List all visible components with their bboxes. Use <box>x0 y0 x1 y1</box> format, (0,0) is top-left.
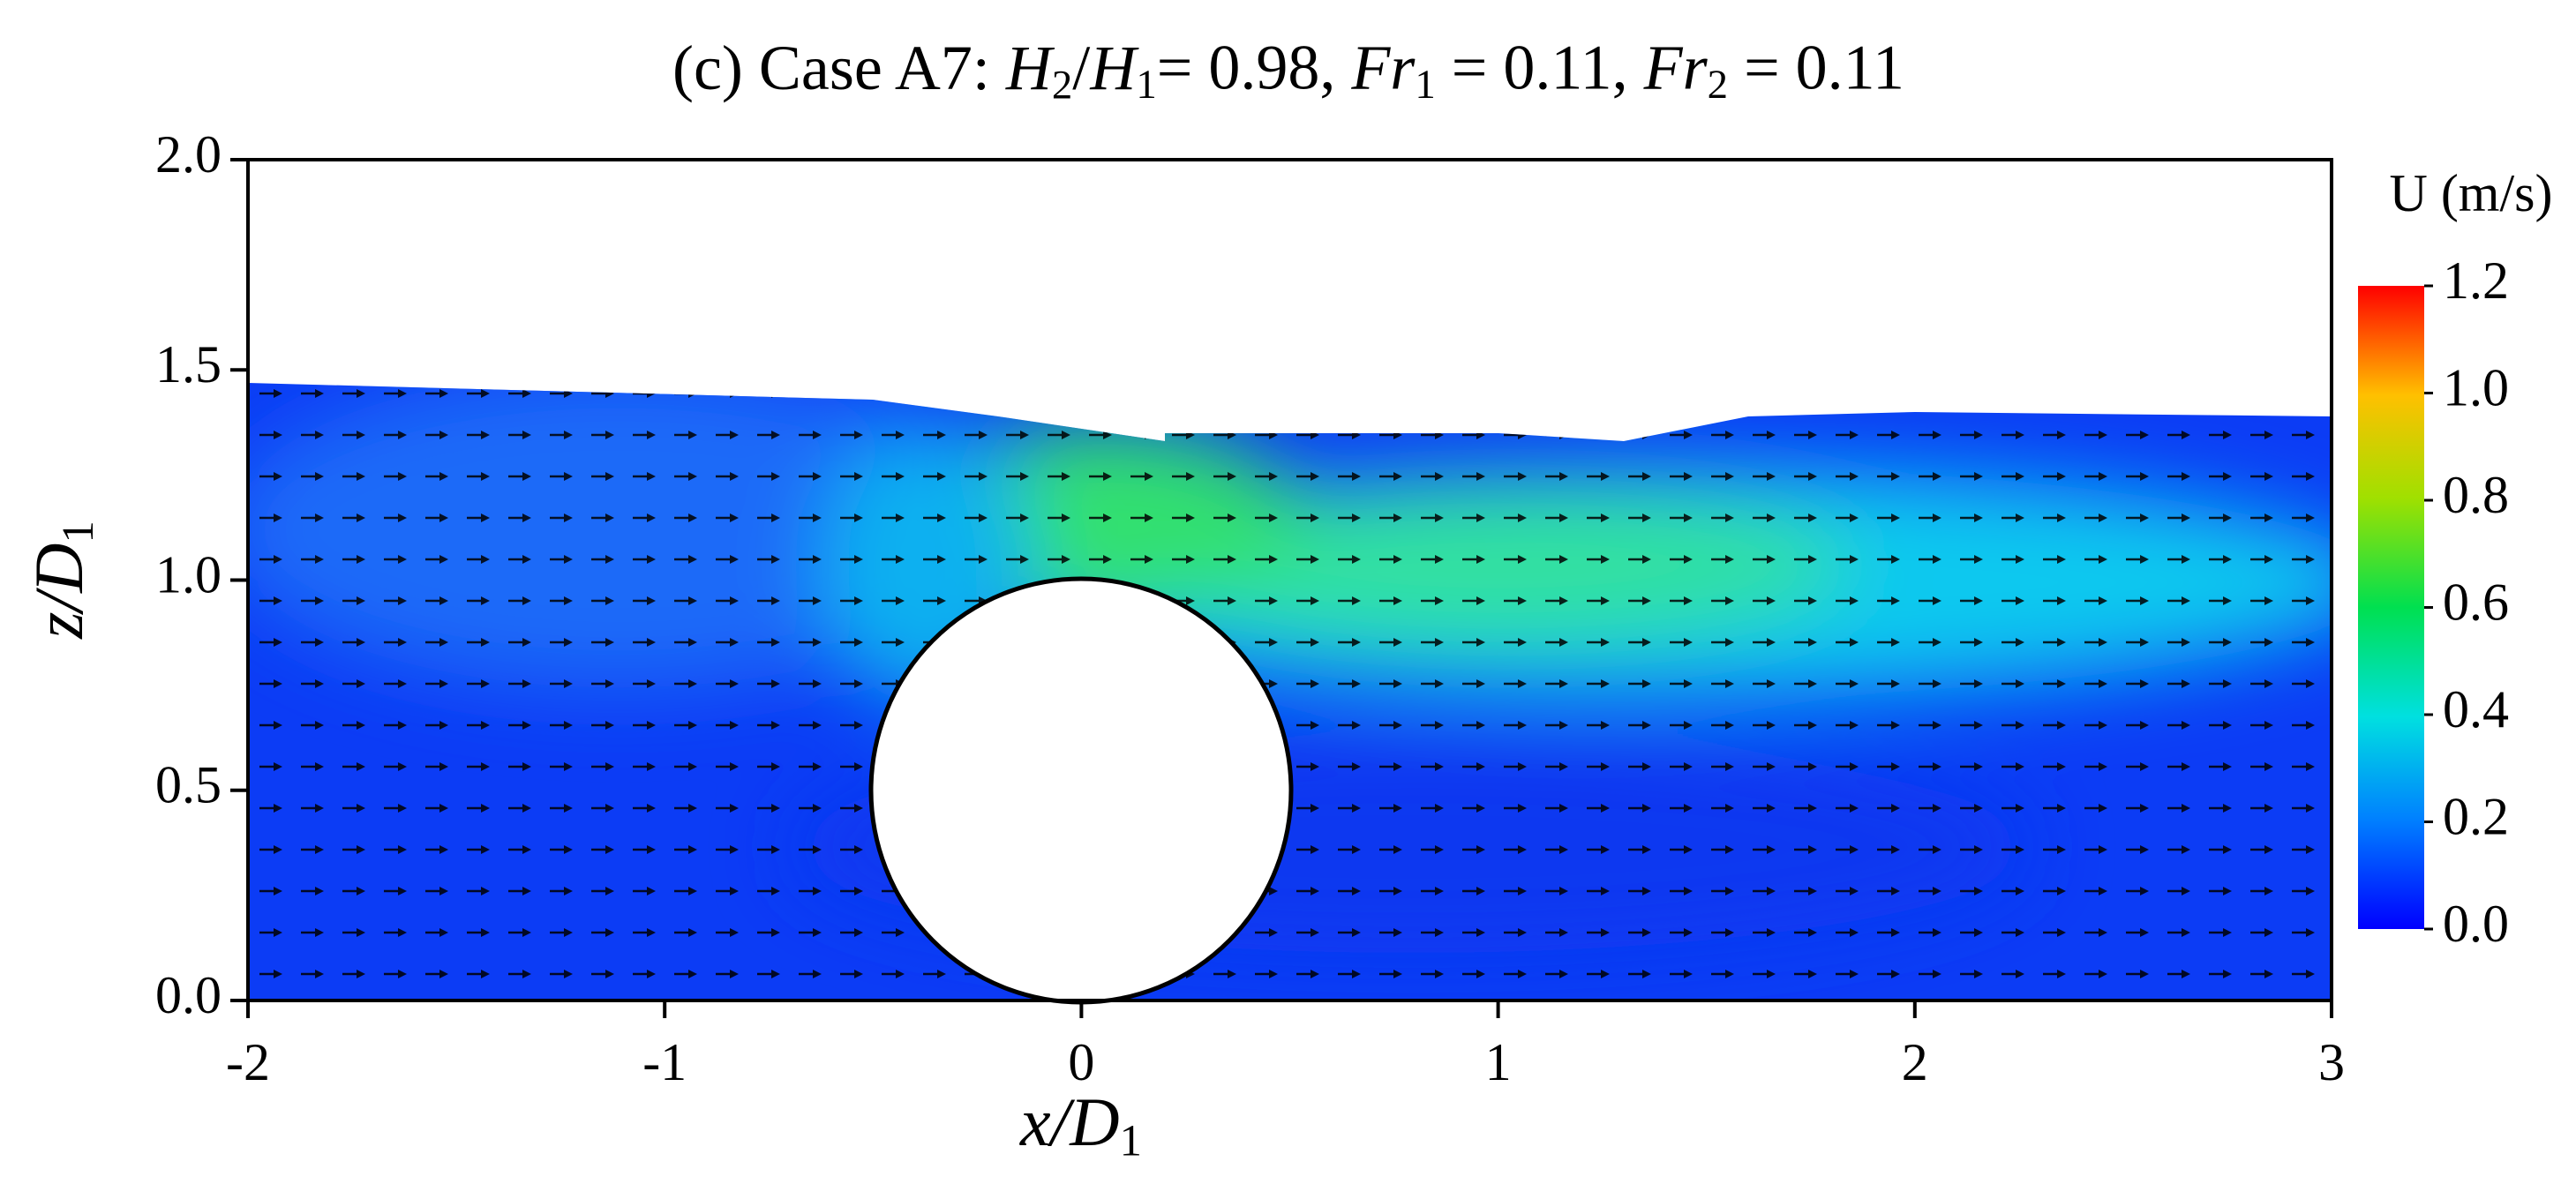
text-part: z/D <box>20 543 97 639</box>
x-tick-label: 1 <box>1485 1033 1512 1091</box>
y-tick-label: 1.0 <box>155 545 222 603</box>
y-axis-label: z/D1 <box>20 521 101 640</box>
x-tick-label: 2 <box>1902 1033 1928 1091</box>
x-axis-label: x/D1 <box>1019 1083 1142 1165</box>
text-part: Fr <box>1350 32 1416 102</box>
text-part: 1 <box>1120 1115 1142 1165</box>
y-tick-label: 1.5 <box>155 335 222 393</box>
text-part: = 0.98, <box>1157 32 1352 102</box>
x-tick-label: -2 <box>226 1033 270 1091</box>
colorbar <box>2358 286 2424 929</box>
colorbar-tick-label: 1.0 <box>2443 358 2509 416</box>
text-part: (c) Case A7: <box>672 33 1006 103</box>
chart-title: (c) Case A7: H2/H1= 0.98, Fr1 = 0.11, Fr… <box>672 32 1904 108</box>
velocity-field <box>248 383 2332 1000</box>
y-tick-label: 0.0 <box>155 966 222 1024</box>
text-part: = 0.11 <box>1728 32 1904 102</box>
colorbar-tick-label: 0.0 <box>2443 895 2509 953</box>
x-tick-label: 0 <box>1068 1033 1094 1091</box>
text-part: H <box>1089 32 1139 102</box>
colorbar-tick-label: 0.6 <box>2443 573 2509 631</box>
x-tick-label: 3 <box>2318 1033 2345 1091</box>
cylinder <box>868 576 1294 1005</box>
text-part: / <box>1072 32 1090 102</box>
text-part: 1 <box>52 521 101 543</box>
text-part: 1 <box>1136 62 1156 108</box>
y-tick-label: 0.5 <box>155 756 222 814</box>
text-part: = 0.11, <box>1436 32 1644 102</box>
colorbar-tick-label: 0.4 <box>2443 680 2509 738</box>
colorbar-tick-label: 1.2 <box>2443 251 2509 310</box>
colorbar-tick-label: 0.8 <box>2443 466 2509 524</box>
x-tick-label: -1 <box>642 1033 687 1091</box>
text-part: 2 <box>1052 62 1072 108</box>
colorbar-label: U (m/s) <box>2390 164 2553 222</box>
text-part: H <box>1005 33 1055 103</box>
text-part: Fr <box>1643 32 1709 102</box>
text-part: x/D <box>1019 1083 1120 1160</box>
colorbar-tick-label: 0.2 <box>2443 787 2509 845</box>
text-part: 1 <box>1415 62 1435 108</box>
y-tick-label: 2.0 <box>155 125 222 184</box>
text-part: 2 <box>1708 62 1728 108</box>
